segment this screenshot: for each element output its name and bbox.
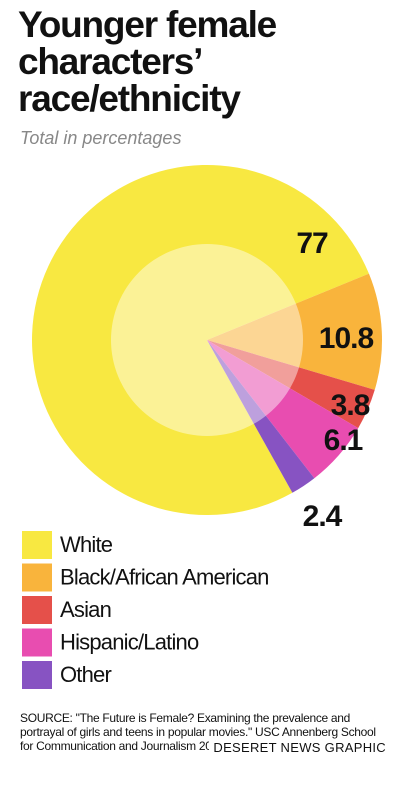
legend-label: Other [60,662,111,687]
data-label: 2.4 [303,500,343,533]
inner-highlight [111,244,303,436]
legend-label: White [60,532,113,557]
data-label: 77 [296,227,328,260]
legend-swatch [22,563,52,592]
legend-swatch [22,661,52,689]
data-label: 6.1 [324,424,363,457]
legend-swatch [22,596,52,624]
chart-subtitle: Total in percentages [20,128,182,148]
legend-label: Asian [60,597,111,622]
pie-slice [31,164,369,515]
legend-label: Hispanic/Latino [60,629,199,654]
pie-slice [207,340,359,479]
credit: DESERET NEWS GRAPHIC [209,740,386,755]
legend-swatch [22,531,52,559]
pie-slice [207,273,382,390]
data-label: 3.8 [331,389,370,422]
chart-title: Younger female characters’ race/ethnicit… [18,4,277,119]
data-label: 10.8 [319,322,374,355]
legend-label: Black/African American [60,564,269,589]
legend-swatch [22,628,52,657]
source-note: SOURCE: "The Future is Female? Examining… [20,711,376,753]
pie-slice [207,340,315,493]
pie-slice [207,340,375,429]
